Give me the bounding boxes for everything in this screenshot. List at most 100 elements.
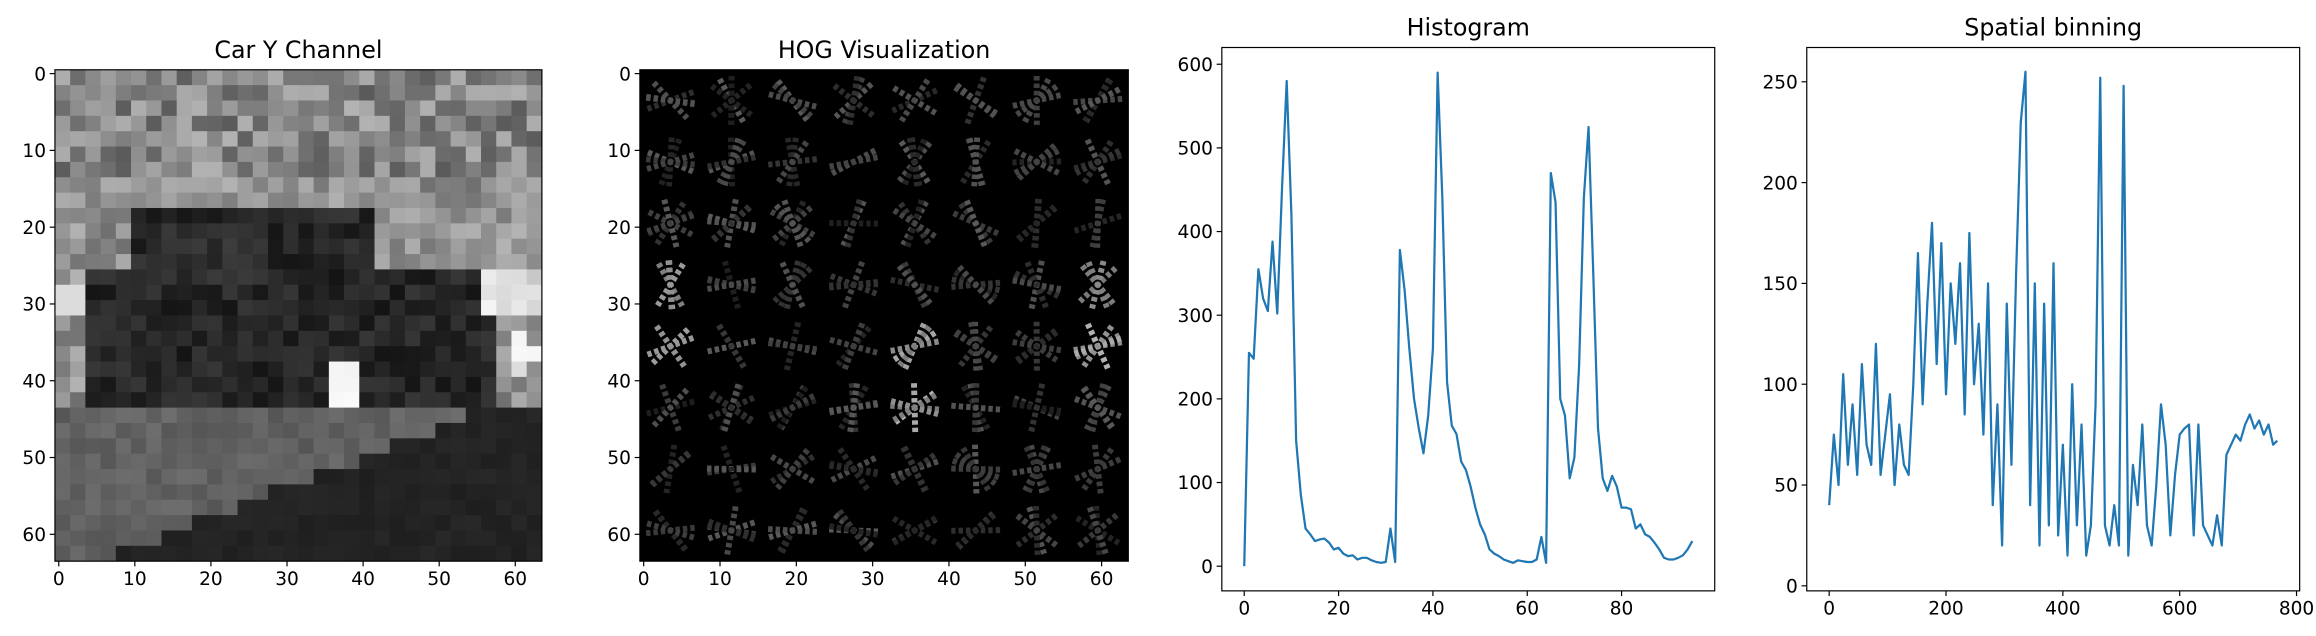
pixel (328, 422, 345, 439)
pixel (465, 484, 482, 501)
pixel (85, 361, 102, 378)
pixel (298, 69, 315, 86)
pixel (481, 545, 497, 562)
pixel (100, 269, 117, 286)
pixel (237, 115, 254, 132)
pixel (222, 469, 239, 485)
pixel (70, 69, 86, 86)
pixel (389, 515, 406, 532)
pixel (85, 515, 102, 532)
pixel (267, 69, 284, 86)
pixel (252, 238, 269, 255)
pixel (328, 438, 345, 455)
pixel (191, 392, 208, 409)
pixel (267, 146, 284, 163)
pixel (146, 453, 163, 470)
pixel (435, 361, 452, 378)
pixel (54, 438, 71, 455)
pixel (481, 469, 497, 485)
pixel (131, 115, 147, 132)
pixel (100, 438, 117, 455)
pixel (328, 177, 345, 194)
pixel (54, 177, 71, 194)
pixel (313, 545, 330, 562)
pixel (267, 407, 284, 424)
pixel (131, 469, 147, 485)
pixel (298, 330, 315, 347)
pixel (344, 484, 360, 501)
pixel (267, 223, 284, 240)
pixel (267, 330, 284, 347)
pixel (146, 177, 163, 194)
pixel (389, 115, 406, 132)
pixel (344, 238, 360, 255)
pixel (374, 146, 391, 163)
pixel (465, 453, 482, 470)
pixel (526, 469, 542, 485)
pixel (465, 269, 482, 286)
pixel (237, 269, 254, 286)
pixel (465, 192, 482, 209)
pixel (100, 453, 117, 470)
pixel (267, 207, 284, 224)
pixel (146, 192, 163, 209)
pixel (237, 207, 254, 224)
pixel (161, 315, 178, 332)
pixel (359, 484, 376, 501)
pixel (313, 115, 330, 132)
pixel (374, 300, 391, 317)
pixel (359, 469, 376, 485)
pixel (313, 284, 330, 301)
pixel (237, 392, 254, 409)
pixel (389, 422, 406, 439)
pixel (283, 422, 300, 439)
pixel (115, 192, 132, 209)
pixel (176, 469, 193, 485)
hog-stroke (1074, 148, 1121, 176)
pixel (328, 376, 345, 393)
pixel (298, 192, 315, 209)
pixel (146, 330, 163, 347)
pixel (420, 330, 436, 347)
pixel (161, 515, 178, 532)
pixel (115, 69, 132, 86)
pixel (191, 146, 208, 163)
pixel (70, 392, 86, 409)
pixel (344, 453, 360, 470)
pixel (359, 146, 376, 163)
pixel (283, 223, 300, 240)
pixel (481, 115, 497, 132)
pixel (374, 515, 391, 532)
pixel (267, 177, 284, 194)
pixel (374, 346, 391, 363)
pixel (435, 300, 452, 317)
pixel (511, 284, 528, 301)
pixel (496, 238, 513, 255)
pixel (435, 315, 452, 332)
pixel (389, 453, 406, 470)
pixel (100, 161, 117, 178)
pixel (191, 177, 208, 194)
pixel (526, 284, 542, 301)
pixel (435, 515, 452, 532)
pixel (450, 407, 467, 424)
pixel (374, 269, 391, 286)
pixel (100, 545, 117, 562)
pixel (222, 177, 239, 194)
pixel (435, 499, 452, 516)
pixel (222, 453, 239, 470)
pixel (359, 223, 376, 240)
pixel (100, 177, 117, 194)
pixel (420, 115, 436, 132)
x-tick-label: 10 (123, 569, 147, 590)
pixel (511, 300, 528, 317)
x-tick-label: 0 (1238, 599, 1250, 620)
pixel (85, 376, 102, 393)
pixel (222, 300, 239, 317)
pixel (176, 453, 193, 470)
pixel (420, 361, 436, 378)
pixel (526, 177, 542, 194)
pixel (496, 545, 513, 562)
y-tick-label: 200 (1762, 173, 1797, 194)
pixel (283, 207, 300, 224)
